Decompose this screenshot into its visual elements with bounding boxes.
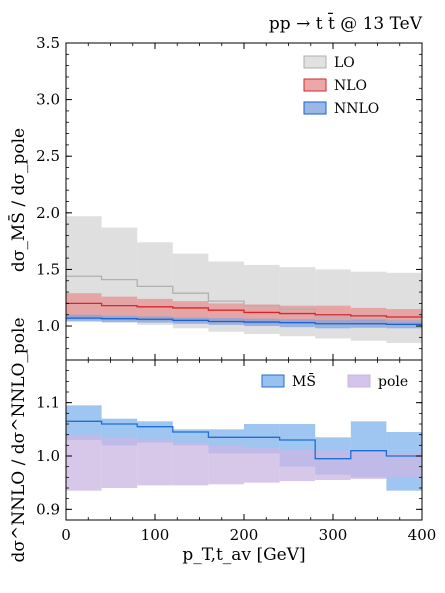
bottom-plot-area [66,405,422,491]
bottom-xtick-label-4: 400 [408,526,437,544]
bottom-pole-band-bin-8 [350,451,387,479]
top-plot-area [66,216,422,344]
bottom-pole-band-bin-2 [137,440,173,486]
legend-label-pole: pole [378,374,408,390]
bottom-ytick-label-0: 0.9 [36,500,60,518]
bottom-pole-band-bin-4 [208,445,244,485]
bottom-ylabel: dσ^NNLO / dσ^NNLO_pole [9,317,29,562]
top-ylabel: dσ_MS̄ / dσ_pole [7,128,29,272]
legend-swatch-nlo [303,78,327,92]
bottom-pole-band-bin-7 [315,450,351,480]
bottom-xtick-label-0: 0 [61,526,71,544]
top-ytick-label-4: 3.0 [36,91,60,109]
bottom-ytick-label-1: 1.0 [36,447,60,465]
bottom-pole-band-bin-0 [66,434,102,491]
top-nlo-band-bin-4 [208,303,244,323]
bottom-pole-band-bin-5 [244,448,280,483]
top-ytick-label-2: 2.0 [36,204,60,222]
top-nlo-band-bin-0 [66,293,102,319]
top-nnlo-central-line [66,317,422,325]
top-ytick-label-3: 2.5 [36,147,60,165]
top-nlo-band-bin-3 [172,301,209,322]
bottom-xtick-label-3: 300 [319,526,348,544]
bottom-xtick-label-1: 100 [141,526,170,544]
top-nlo-band-bin-1 [101,296,138,320]
top-ytick-label-0: 1.0 [36,317,60,335]
legend-swatch-lo [303,55,327,69]
top-nlo-band-bin-2 [137,298,173,321]
legend-label-lo: LO [334,55,355,71]
bottom-ms-band-bin-0 [66,405,102,440]
top-nlo-central-line [66,302,422,318]
bottom-ytick-label-2: 1.1 [36,394,60,412]
bottom-panel: 0.9 1.0 1.1 0 100 200 300 400 MS̄ pole [36,359,437,544]
legend-label-nlo: NLO [334,78,367,94]
top-ytick-label-1: 1.5 [36,260,60,278]
bottom-ms-band-bin-3 [172,429,209,446]
top-lo-band-bin-8 [350,271,387,341]
top-ytick-label-5: 3.5 [36,34,60,52]
bottom-pole-band-bin-6 [279,449,316,482]
top-panel: 1.0 1.5 2.0 2.5 3.0 3.5 LO NLO NNLO [36,34,423,361]
xlabel: p_T,t_av [GeV] [182,545,305,565]
legend-swatch-pole [347,374,371,388]
chart-title: pp → t t̄ @ 13 TeV [269,11,423,34]
legend-label-ms: MS̄ [292,372,316,390]
top-lo-central-line [66,275,422,323]
bottom-pole-band-bin-1 [101,437,138,488]
legend-swatch-ms [261,374,285,388]
legend-swatch-nnlo [303,101,327,115]
bottom-pole-band-bin-3 [172,442,209,486]
top-lo-band-bin-9 [386,272,422,344]
bottom-pole-band-bin-9 [386,453,422,478]
legend-label-nnlo: NNLO [334,101,379,117]
bottom-ms-central-line [66,420,422,460]
bottom-ms-band-bin-2 [137,421,173,443]
bottom-xtick-label-2: 200 [230,526,259,544]
